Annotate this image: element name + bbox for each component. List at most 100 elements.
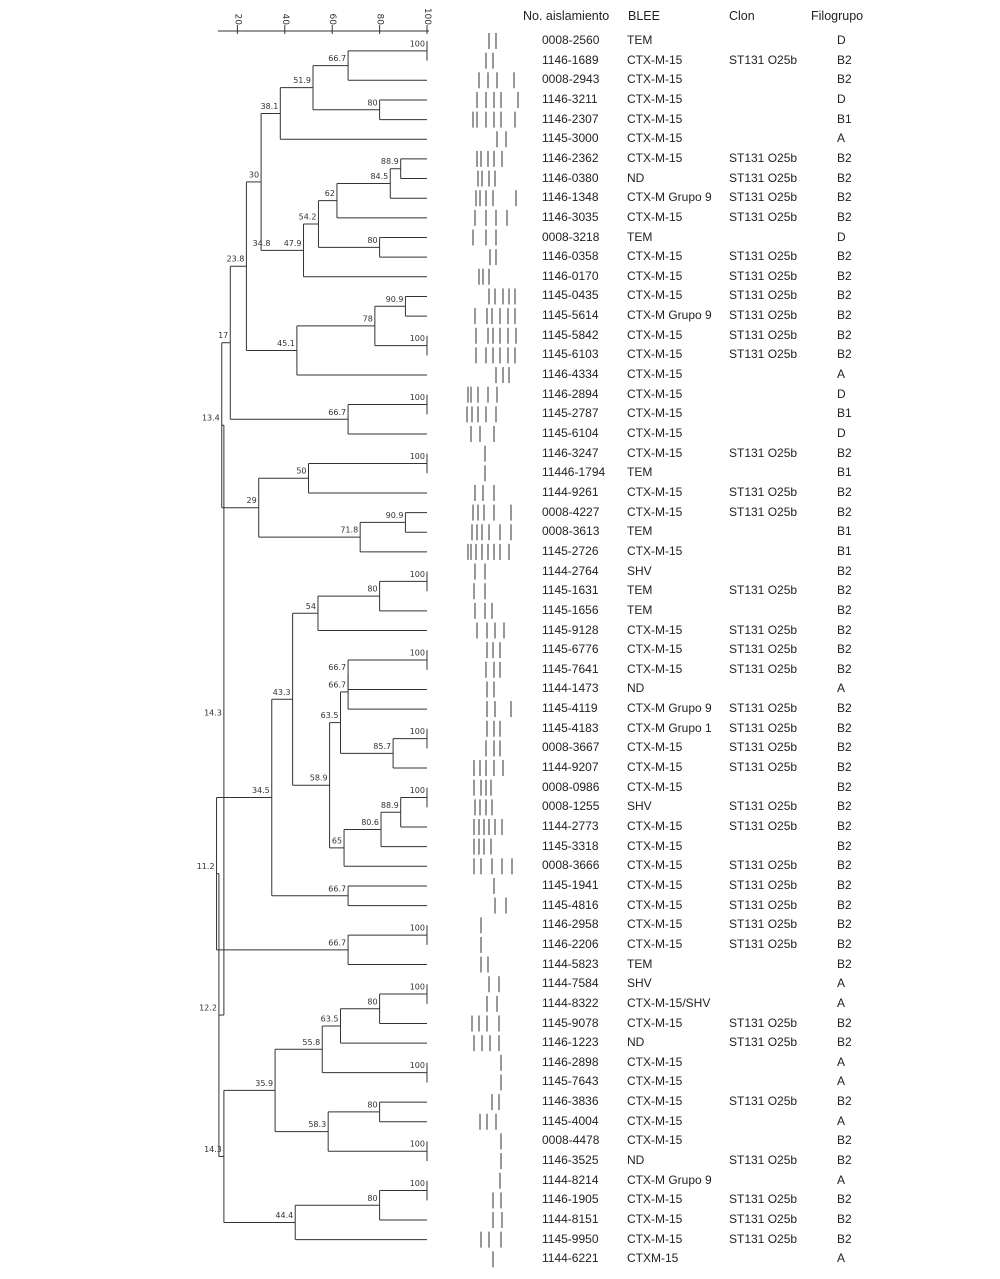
node-similarity-label: 63.5 bbox=[321, 1014, 339, 1023]
esbl-type: CTX-M-15 bbox=[627, 642, 683, 657]
isolate-id: 1144-6221 bbox=[542, 1251, 599, 1266]
isolate-id: 1145-0435 bbox=[542, 288, 599, 303]
phylogroup-label: B2 bbox=[837, 1153, 852, 1168]
isolate-id: 0008-3613 bbox=[542, 524, 600, 539]
node-similarity-label: 80 bbox=[367, 98, 377, 107]
isolate-id: 0008-3666 bbox=[542, 858, 600, 873]
esbl-type: CTX-M-15 bbox=[627, 838, 683, 853]
clone-label: ST131 O25b bbox=[729, 190, 798, 205]
esbl-type: CTX-M-15 bbox=[627, 426, 683, 440]
phylogroup-label: B2 bbox=[837, 1133, 852, 1148]
esbl-type: SHV bbox=[627, 976, 652, 991]
node-label-bg bbox=[365, 584, 379, 594]
node-similarity-label: 58.9 bbox=[310, 774, 328, 783]
node-similarity-label: 51.9 bbox=[293, 76, 311, 85]
scale-tick-label: 20 bbox=[232, 14, 242, 26]
phylogroup-label: A bbox=[837, 976, 846, 991]
esbl-type: CTX-M-15 bbox=[627, 209, 683, 224]
clone-label: ST131 O25b bbox=[729, 308, 798, 323]
isolate-id: 1144-2764 bbox=[542, 563, 599, 578]
clone-label: ST131 O25b bbox=[729, 720, 798, 735]
node-label-bg bbox=[278, 238, 303, 248]
node-similarity-label: 100 bbox=[410, 727, 425, 736]
node-similarity-label: 100 bbox=[410, 393, 425, 402]
phylogroup-label: B2 bbox=[837, 642, 852, 657]
esbl-type: CTX-M-15 bbox=[627, 760, 683, 775]
esbl-type: CTX-M-15 bbox=[627, 1074, 683, 1089]
esbl-type: CTX-M-15 bbox=[627, 1133, 683, 1148]
isolate-id: 1146-3836 bbox=[542, 1094, 599, 1109]
node-label-bg bbox=[407, 451, 426, 461]
phylogroup-label: B2 bbox=[837, 877, 852, 892]
isolate-id: 1145-6104 bbox=[542, 426, 599, 440]
node-similarity-label: 71.8 bbox=[340, 526, 358, 535]
node-similarity-label: 80.6 bbox=[361, 818, 379, 827]
node-label-bg bbox=[315, 710, 340, 720]
isolate-id: 1146-2206 bbox=[542, 936, 599, 951]
phylogroup-label: B2 bbox=[837, 858, 852, 873]
esbl-type: CTX-M-15 bbox=[627, 877, 683, 892]
node-label-bg bbox=[323, 407, 348, 417]
phylogroup-label: B2 bbox=[837, 190, 852, 205]
esbl-type: CTX-M-15 bbox=[627, 1113, 683, 1128]
phylogroup-label: A bbox=[837, 1054, 846, 1069]
esbl-type: CTX-M-15 bbox=[627, 1231, 683, 1246]
node-similarity-label: 62 bbox=[325, 189, 335, 198]
esbl-type: CTX-M-15/SHV bbox=[627, 995, 711, 1010]
esbl-type: CTX-M Grupo 1 bbox=[627, 720, 712, 735]
node-similarity-label: 11.2 bbox=[197, 862, 215, 871]
isolate-id: 1146-2898 bbox=[542, 1054, 599, 1069]
isolate-id: 0008-4478 bbox=[542, 1133, 600, 1148]
clone-label: ST131 O25b bbox=[729, 583, 798, 598]
clone-label: ST131 O25b bbox=[729, 858, 798, 873]
phylogroup-label: B1 bbox=[837, 543, 852, 558]
phylogroup-label: B2 bbox=[837, 956, 852, 971]
esbl-type: CTX-M Grupo 9 bbox=[627, 308, 712, 323]
esbl-type: CTX-M-15 bbox=[627, 819, 683, 833]
esbl-type: CTXM-15 bbox=[627, 1251, 679, 1266]
phylogroup-label: B2 bbox=[837, 1094, 852, 1109]
isolate-id: 1144-9261 bbox=[542, 484, 599, 499]
esbl-type: CTX-M-15 bbox=[627, 72, 683, 87]
esbl-type: ND bbox=[627, 1035, 645, 1050]
node-label-bg bbox=[361, 313, 374, 323]
node-similarity-label: 17 bbox=[218, 331, 228, 340]
phylogroup-label: B1 bbox=[837, 524, 852, 539]
node-similarity-label: 100 bbox=[410, 648, 425, 657]
esbl-type: TEM bbox=[627, 33, 653, 47]
esbl-type: CTX-M-15 bbox=[627, 52, 683, 67]
isolate-id: 1145-5842 bbox=[542, 327, 599, 342]
isolate-id: 1144-8151 bbox=[542, 1212, 599, 1226]
node-label-bg bbox=[407, 392, 426, 402]
phylogroup-label: B2 bbox=[837, 445, 852, 460]
node-similarity-label: 47.9 bbox=[284, 239, 302, 248]
isolate-id: 1145-1941 bbox=[542, 877, 599, 892]
isolate-id: 1145-4004 bbox=[542, 1113, 599, 1128]
esbl-type: CTX-M-15 bbox=[627, 858, 683, 873]
clone-label: ST131 O25b bbox=[729, 504, 798, 519]
scale-tick-label: 100 bbox=[422, 8, 432, 25]
esbl-type: CTX-M-15 bbox=[627, 327, 683, 342]
node-similarity-label: 13.4 bbox=[202, 414, 220, 423]
node-label-bg bbox=[365, 1193, 379, 1203]
phylogroup-label: D bbox=[837, 33, 846, 47]
clone-label: ST131 O25b bbox=[729, 877, 798, 892]
node-label-bg bbox=[335, 525, 360, 535]
isolate-id: 1145-3000 bbox=[542, 131, 599, 146]
node-similarity-label: 100 bbox=[410, 1140, 425, 1149]
phylogroup-label: B2 bbox=[837, 897, 852, 912]
isolate-id: 1145-9128 bbox=[542, 622, 599, 637]
node-label-bg bbox=[323, 188, 336, 198]
isolate-id: 1145-4816 bbox=[542, 897, 599, 912]
phylogroup-label: A bbox=[837, 1172, 846, 1187]
clone-label: ST131 O25b bbox=[729, 288, 798, 303]
node-label-bg bbox=[247, 785, 271, 795]
node-label-bg bbox=[356, 817, 381, 827]
esbl-type: CTX-M-15 bbox=[627, 543, 683, 558]
node-similarity-label: 54.2 bbox=[299, 212, 317, 221]
node-similarity-label: 45.1 bbox=[277, 339, 295, 348]
isolate-id: 1145-5614 bbox=[542, 308, 599, 323]
phylogroup-label: B2 bbox=[837, 936, 852, 951]
node-similarity-label: 80 bbox=[367, 236, 377, 245]
